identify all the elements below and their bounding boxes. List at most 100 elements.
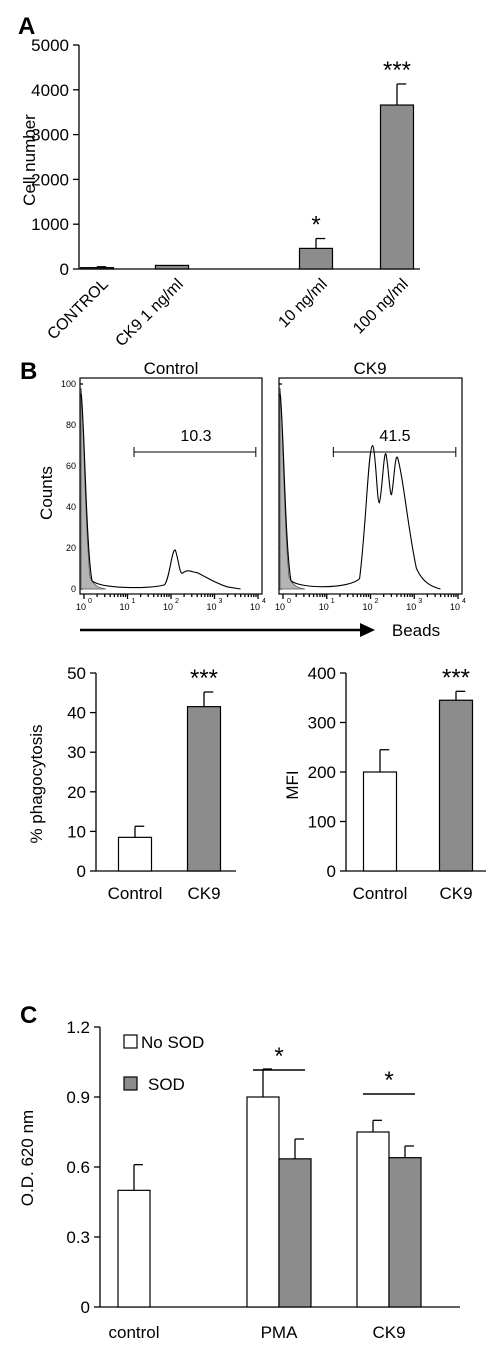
panel-a-xtick-label: CK9 1 ng/ml: [113, 276, 187, 350]
legend-label-nosod: No SOD: [141, 1033, 204, 1052]
panel-c-ytick-label: 0: [81, 1298, 90, 1317]
panel-c-sod-bar: [278, 1158, 312, 1308]
flow-xtick-label: 10: [319, 602, 329, 612]
panel-a-xtick-label: CONTROL: [44, 276, 111, 343]
panel-label-c: C: [20, 1002, 37, 1029]
phago-bar: [117, 836, 153, 872]
chart-phagocytosis: 0 10 20 30 40 50 *** Control CK9: [67, 664, 236, 903]
flow-xtick-label: 10: [275, 602, 285, 612]
mfi-xtick-label: Control: [353, 884, 408, 903]
flow-ytick-label: 80: [66, 420, 76, 430]
flow-xtick-label: 10: [163, 602, 173, 612]
panel-c-xtick-label: PMA: [261, 1323, 299, 1342]
panel-a-ytick-label: 2000: [31, 170, 69, 189]
flow-xtick-exponent: 1: [132, 598, 136, 605]
flow-frame-ck9-box: [278, 377, 463, 595]
chart-mfi: 0 100 200 300 400 *** Control CK9: [308, 664, 486, 903]
flow-xtick-label: 10: [362, 602, 372, 612]
panel-c-ytick-label: 0.9: [66, 1088, 90, 1107]
flow-xlabel: Beads: [392, 621, 440, 640]
panel-a-bar: [154, 264, 190, 270]
flow-ytick-label: 0: [71, 584, 76, 594]
panel-c-ytick-label: 1.2: [66, 1018, 90, 1037]
panel-a-ytick-label: 5000: [31, 36, 69, 55]
mfi-ytick-label: 0: [327, 862, 336, 881]
panel-label-b: B: [20, 358, 37, 385]
flow-xtick-label: 10: [250, 602, 260, 612]
mfi-significance: ***: [442, 664, 470, 691]
mfi-xtick-label: CK9: [439, 884, 472, 903]
panel-a-ytick-label: 3000: [31, 126, 69, 145]
mfi-ytick-label: 400: [308, 664, 336, 683]
legend-swatch-nosod: [123, 1034, 138, 1049]
phago-xtick-label: Control: [108, 884, 163, 903]
panel-c-nosod-bar: [117, 1189, 151, 1308]
flow-title-ck9: CK9: [353, 359, 386, 378]
flow-xtick-label: 10: [76, 602, 86, 612]
flow-negative-fill: [80, 387, 107, 590]
panel-a-xtick-label: 100 ng/ml: [350, 276, 412, 338]
flow-xtick-exponent: 3: [418, 598, 422, 605]
flow-ytick-label: 60: [66, 461, 76, 471]
panel-c-sod-bar: [388, 1157, 422, 1308]
panel-a-ylabel: Cell number: [20, 114, 39, 206]
panel-c-ylabel: O.D. 620 nm: [18, 1110, 37, 1206]
phago-significance: ***: [190, 665, 218, 692]
panel-c-nosod-bar: [356, 1131, 390, 1308]
legend-swatch-sod: [123, 1076, 138, 1091]
chart-flow-histograms: 0204060801001001011021031041001011021031…: [61, 379, 466, 637]
flow-xtick-exponent: 1: [331, 598, 335, 605]
mfi-ytick-label: 300: [308, 714, 336, 733]
mfi-ytick-label: 100: [308, 813, 336, 832]
legend-label-sod: SOD: [148, 1075, 185, 1094]
flow-xtick-exponent: 3: [219, 598, 223, 605]
flow-gate-label-control: 10.3: [180, 428, 211, 445]
flow-xtick-exponent: 0: [287, 598, 291, 605]
panel-a-bar: [79, 267, 115, 270]
flow-xtick-exponent: 4: [262, 598, 266, 605]
phago-ytick-label: 40: [67, 704, 86, 723]
phago-bar: [186, 706, 222, 872]
flow-title-control: Control: [144, 359, 199, 378]
panel-c-ytick-label: 0.6: [66, 1158, 90, 1177]
mfi-bar: [438, 699, 474, 872]
panel-c-significance: *: [384, 1067, 393, 1094]
chart-panel-c: 0 0.3 0.6 0.9 1.2 * * control PMA CK9 No SOD SOD: [66, 1018, 460, 1342]
panel-c-ytick-label: 0.3: [66, 1228, 90, 1247]
mfi-ytick-label: 200: [308, 763, 336, 782]
flow-xtick-label: 10: [450, 602, 460, 612]
flow-gate-label-ck9: 41.5: [379, 428, 410, 445]
flow-ytick-label: 100: [61, 379, 76, 389]
panel-a-significance: ***: [383, 57, 411, 84]
phago-ylabel: % phagocytosis: [27, 724, 46, 843]
panel-a-ytick-label: 1000: [31, 215, 69, 234]
phago-ytick-label: 0: [77, 862, 86, 881]
panel-a-significance: *: [311, 212, 320, 239]
panel-a-ytick-label: 4000: [31, 81, 69, 100]
flow-negative-fill: [279, 387, 306, 590]
mfi-bar: [362, 771, 398, 872]
panel-a-bar: [298, 247, 334, 270]
flow-xtick-label: 10: [119, 602, 129, 612]
flow-ytick-label: 40: [66, 502, 76, 512]
panel-a-xtick-label: 10 ng/ml: [275, 276, 330, 331]
flow-xtick-label: 10: [406, 602, 416, 612]
flow-histogram-curve: [80, 394, 241, 590]
panel-c-xtick-label: CK9: [372, 1323, 405, 1342]
flow-xtick-label: 10: [206, 602, 216, 612]
flow-xtick-exponent: 2: [375, 598, 379, 605]
flow-frame-control: [80, 98, 262, 594]
panel-c-nosod-bar: [246, 1096, 280, 1308]
phago-ytick-label: 10: [67, 822, 86, 841]
phago-xtick-label: CK9: [187, 884, 220, 903]
phago-ytick-label: 20: [67, 783, 86, 802]
panel-label-a: A: [18, 13, 35, 40]
panel-a-bar: [379, 104, 415, 270]
flow-histogram-curve: [279, 394, 441, 590]
panel-c-significance: *: [274, 1043, 283, 1070]
flow-plot-control: [80, 98, 262, 594]
phago-ytick-label: 50: [67, 664, 86, 683]
panel-a-ytick-label: 0: [60, 260, 69, 279]
